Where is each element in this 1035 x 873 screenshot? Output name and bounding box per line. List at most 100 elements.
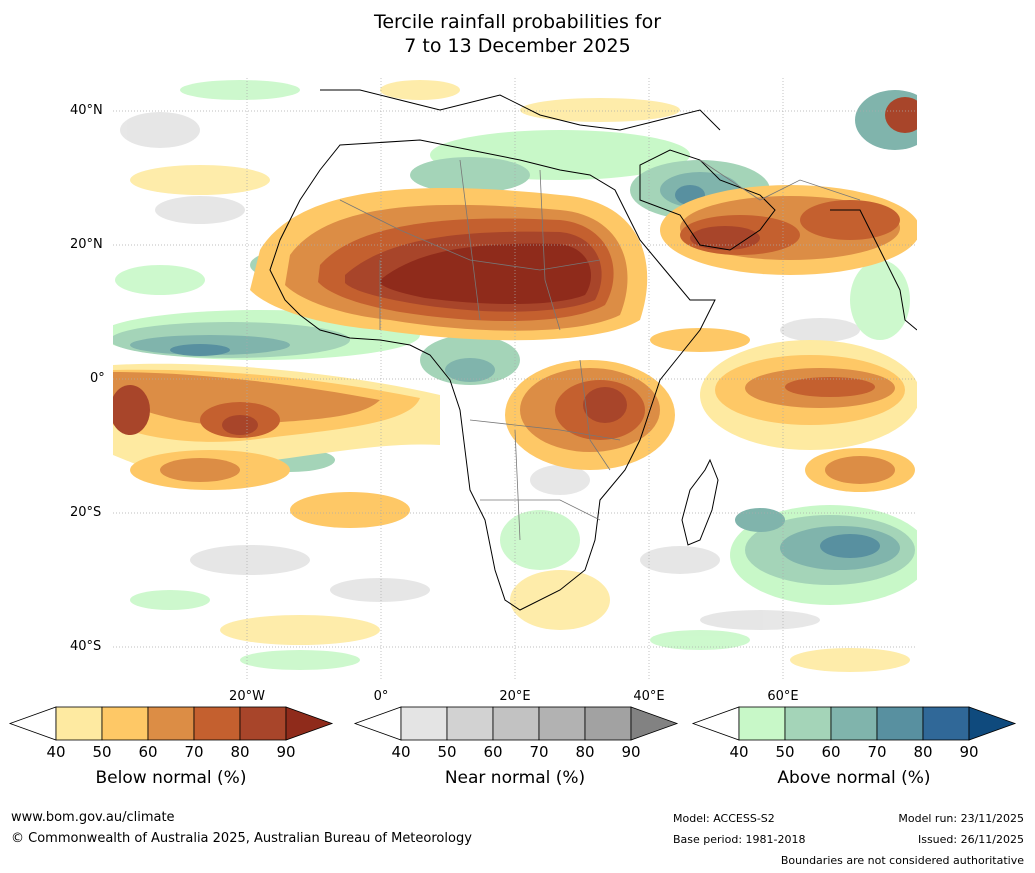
above-patch bbox=[410, 157, 530, 193]
above-patch bbox=[445, 358, 495, 382]
lat-label-20n: 20°N bbox=[70, 237, 103, 252]
title-line-2: 7 to 13 December 2025 bbox=[404, 35, 631, 57]
footer-url[interactable]: www.bom.gov.au/climate bbox=[11, 810, 175, 825]
footer-disclaimer: Boundaries are not considered authoritat… bbox=[780, 854, 1024, 867]
colorbar-below-segment bbox=[101, 706, 149, 741]
above-patch bbox=[170, 344, 230, 356]
near-normal-patch bbox=[700, 610, 820, 630]
above-weak-patch bbox=[650, 630, 750, 650]
country-border bbox=[480, 499, 601, 521]
near-normal-patch bbox=[330, 578, 430, 602]
colorbar-near-segment bbox=[492, 706, 540, 741]
colorbar-near-tick: 40 bbox=[391, 743, 411, 761]
colorbar-below-segment bbox=[239, 706, 287, 741]
gridlines bbox=[113, 78, 917, 681]
near-normal-patch bbox=[190, 545, 310, 575]
colorbar-above-segment bbox=[922, 706, 970, 741]
colorbar-below-segment bbox=[193, 706, 241, 741]
country-borders bbox=[339, 159, 861, 541]
madagascar-coastline bbox=[681, 458, 719, 546]
lat-label-equator: 0° bbox=[90, 371, 105, 386]
colorbar-below-segment bbox=[147, 706, 195, 741]
footer-issued: Issued: 26/11/2025 bbox=[917, 833, 1024, 846]
colorbar-near-tick: 60 bbox=[483, 743, 503, 761]
africa-coastline bbox=[269, 139, 716, 611]
above-normal-south-indian bbox=[245, 448, 917, 605]
above-patch bbox=[885, 97, 917, 133]
below-patch bbox=[825, 456, 895, 484]
below-patch bbox=[583, 387, 627, 423]
colorbar-above-tick: 60 bbox=[821, 743, 841, 761]
country-border bbox=[579, 359, 611, 471]
below-patch bbox=[160, 458, 240, 482]
colorbar-above-tick: 70 bbox=[867, 743, 887, 761]
country-border bbox=[459, 159, 481, 321]
colorbar-above-tick: 40 bbox=[729, 743, 749, 761]
country-border bbox=[699, 159, 861, 201]
lon-label-60e: 60°E bbox=[767, 689, 799, 704]
below-patch bbox=[785, 377, 875, 397]
colorbar-below-segment bbox=[55, 706, 103, 741]
near-normal-patch bbox=[120, 112, 200, 148]
above-weak-patch bbox=[115, 265, 205, 295]
colorbar-above-lower-arrow bbox=[691, 706, 740, 741]
lon-label-20e: 20°E bbox=[499, 689, 531, 704]
colorbar-near-tick: 70 bbox=[529, 743, 549, 761]
country-border bbox=[514, 429, 521, 541]
colorbar-near-segment bbox=[400, 706, 448, 741]
above-patch bbox=[735, 508, 785, 532]
above-weak-patch bbox=[240, 650, 360, 670]
colorbar-above-segment bbox=[830, 706, 878, 741]
below-patch bbox=[290, 492, 410, 528]
below-weak-patch bbox=[510, 570, 610, 630]
above-weak-patch bbox=[130, 590, 210, 610]
lon-label-20w: 20°W bbox=[229, 689, 265, 704]
near-normal-patch bbox=[155, 196, 245, 224]
below-normal-sahel bbox=[250, 187, 648, 341]
below-patch bbox=[650, 328, 750, 352]
colorbar-below-tick: 90 bbox=[276, 743, 296, 761]
footer-model: Model: ACCESS-S2 bbox=[673, 812, 775, 825]
colorbar-above-tick: 50 bbox=[775, 743, 795, 761]
footer-copyright: © Commonwealth of Australia 2025, Austra… bbox=[11, 831, 472, 846]
colorbar-above-tick: 80 bbox=[913, 743, 933, 761]
below-normal-indian-ocean bbox=[650, 328, 917, 492]
colorbar-above-segment bbox=[876, 706, 924, 741]
below-patch bbox=[690, 226, 760, 250]
india-coastline bbox=[830, 209, 917, 331]
colorbar-near-tick: 90 bbox=[621, 743, 641, 761]
above-patch bbox=[820, 534, 880, 558]
below-normal-equatorial-atlantic bbox=[113, 363, 440, 528]
colorbar-near-segment bbox=[538, 706, 586, 741]
colorbar-above-segment bbox=[784, 706, 832, 741]
legend-title-below: Below normal (%) bbox=[95, 768, 247, 788]
below-patch bbox=[113, 372, 380, 426]
colorbars bbox=[8, 706, 1017, 741]
above-weak-patch bbox=[180, 80, 300, 100]
colorbar-below-lower-arrow bbox=[8, 706, 57, 741]
lon-label-40e: 40°E bbox=[633, 689, 665, 704]
below-patch bbox=[800, 200, 900, 240]
colorbar-near-segment bbox=[446, 706, 494, 741]
near-normal-patch bbox=[530, 465, 590, 495]
colorbar-below-tick: 60 bbox=[138, 743, 158, 761]
legend-title-above: Above normal (%) bbox=[777, 768, 931, 788]
colorbar-near-lower-arrow bbox=[353, 706, 402, 741]
colorbar-near-segment bbox=[584, 706, 632, 741]
near-normal-patch bbox=[780, 318, 860, 342]
colorbar-near-upper-arrow bbox=[630, 706, 679, 741]
colorbar-near-tick: 50 bbox=[437, 743, 457, 761]
coastlines bbox=[269, 89, 917, 611]
below-normal-east-africa bbox=[505, 360, 675, 470]
above-weak-patch bbox=[500, 510, 580, 570]
colorbar-below-tick: 80 bbox=[230, 743, 250, 761]
below-normal-arabia bbox=[660, 185, 917, 275]
arabia-coastline bbox=[639, 149, 776, 251]
colorbar-below-tick: 40 bbox=[46, 743, 66, 761]
footer-base-period: Base period: 1981-2018 bbox=[673, 833, 806, 846]
below-patch bbox=[380, 243, 592, 305]
country-border bbox=[469, 419, 621, 441]
above-weak-patch bbox=[850, 260, 910, 340]
country-border bbox=[539, 169, 561, 331]
